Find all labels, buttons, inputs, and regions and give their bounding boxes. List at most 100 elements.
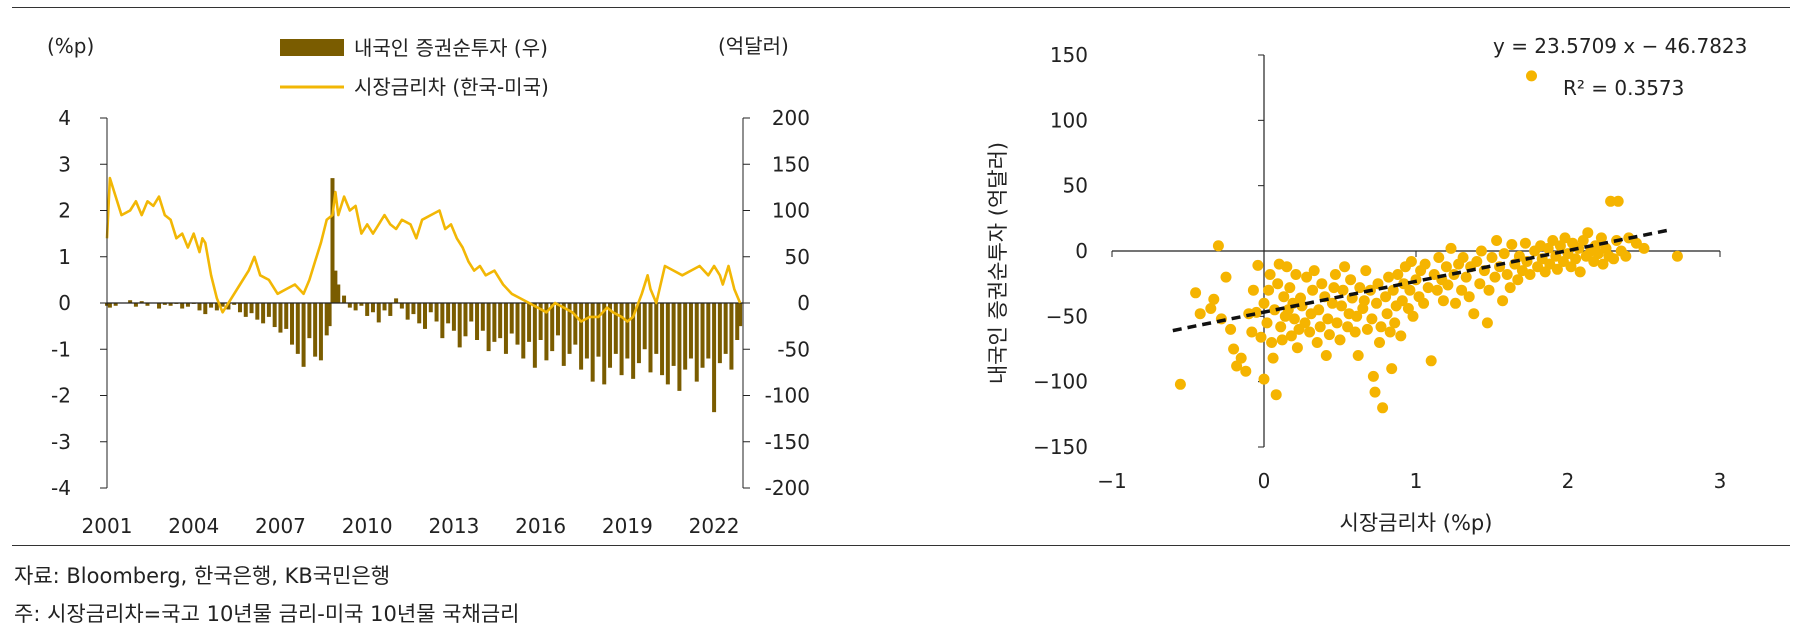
scatter-point-78	[1361, 323, 1373, 335]
scatter-point-90	[1383, 271, 1395, 283]
scatter-point-1	[1190, 287, 1202, 299]
bar-37	[318, 303, 323, 361]
bar-85	[584, 303, 589, 359]
scatter-point-26	[1269, 304, 1281, 316]
figure-canvas: 43210-1-2-3-4200150100500-50-100-150-200…	[47, 34, 1747, 538]
bar-67	[480, 303, 485, 331]
left-y-tick-7: -3	[51, 430, 71, 454]
bar-76	[532, 303, 537, 368]
source-note: 자료: Bloomberg, 한국은행, KB국민은행	[14, 564, 391, 588]
scatter-y-tick-2: 50	[1063, 174, 1088, 198]
bar-47	[365, 303, 370, 316]
scatter-point-5	[1212, 240, 1224, 252]
scatter-point-32	[1278, 291, 1290, 303]
scatter-point-28	[1272, 278, 1284, 290]
bar-98	[660, 303, 665, 376]
bar-26	[255, 303, 260, 320]
scatter-point-93	[1387, 284, 1399, 296]
left-y-tick-5: -1	[51, 337, 71, 361]
scatter-y-tick-5: −100	[1033, 370, 1088, 394]
scatter-point-7	[1220, 271, 1232, 283]
scatter-y-tick-4: −50	[1046, 304, 1088, 328]
bar-64	[463, 303, 468, 337]
bar-78	[544, 303, 549, 361]
scatter-point-14	[1246, 326, 1258, 338]
bar-70	[498, 303, 503, 339]
left-unit-label: (%p)	[47, 34, 94, 58]
scatter-point-126	[1463, 291, 1475, 303]
scatter-point-87	[1377, 402, 1389, 414]
scatter-point-129	[1471, 256, 1483, 267]
scatter-point-12	[1240, 365, 1252, 377]
right-unit-label: (억달러)	[718, 34, 789, 58]
bar-27	[261, 303, 266, 324]
scatter-point-137	[1491, 235, 1503, 246]
bar-111	[735, 303, 740, 340]
bar-16	[197, 303, 202, 311]
scatter-point-60	[1328, 282, 1340, 294]
scatter-point-119	[1445, 242, 1457, 254]
scatter-point-49	[1307, 284, 1319, 296]
scatter-point-25	[1267, 352, 1279, 364]
bar-19	[214, 303, 219, 311]
scatter-point-185	[1612, 195, 1624, 207]
bar-2	[113, 303, 118, 306]
scatter-point-74	[1354, 282, 1366, 294]
scatter-point-0	[1174, 378, 1186, 390]
scatter-x-label: 시장금리차 (%p)	[1340, 511, 1493, 535]
bar-102	[683, 303, 688, 370]
left-chart: 4 3 2 1 0 -1 -2 -3 -4 200 150 100 50 0 -50 -100 -150 -200…	[47, 34, 810, 538]
bar-5	[133, 303, 138, 307]
top-rule	[12, 7, 1790, 8]
scatter-x-tick-4: 3	[1714, 469, 1727, 493]
bar-52	[394, 298, 399, 303]
bar-11	[168, 303, 173, 306]
bar-20	[220, 303, 225, 307]
bar-86	[590, 303, 595, 382]
scatter-point-187	[1620, 250, 1632, 262]
bar-53	[399, 303, 404, 309]
bar-42	[336, 284, 341, 303]
scatter-point-108	[1418, 297, 1430, 309]
bar-65	[469, 303, 474, 322]
x-tick-3: 2010	[342, 514, 393, 538]
bar-33	[295, 303, 300, 354]
bar-32	[290, 303, 295, 345]
scatter-point-11	[1235, 352, 1247, 364]
scatter-point-161	[1551, 263, 1563, 275]
x-tick-7: 2022	[689, 514, 740, 538]
scatter-point-118	[1442, 279, 1454, 291]
bar-92	[625, 303, 630, 359]
scatter-point-123	[1456, 284, 1468, 296]
x-tick-6: 2019	[602, 514, 653, 538]
scatter-point-170	[1574, 266, 1586, 278]
scatter-point-142	[1504, 282, 1516, 294]
bar-10	[162, 303, 167, 305]
bar-28	[266, 303, 271, 317]
right-y-tick-5: -50	[777, 337, 810, 361]
scatter-point-2	[1194, 308, 1206, 320]
scatter-point-133	[1481, 317, 1493, 329]
bar-43	[342, 295, 347, 303]
scatter-point-41	[1291, 342, 1303, 354]
bar-61	[446, 303, 451, 324]
scatter-point-19	[1258, 297, 1270, 309]
bar-90	[613, 303, 618, 354]
bar-100	[671, 303, 676, 366]
bar-39	[327, 303, 332, 327]
scatter-point-124	[1457, 252, 1469, 263]
bar-22	[232, 303, 237, 305]
bar-58	[428, 303, 433, 313]
bar-83	[573, 303, 578, 345]
scatter-y-tick-1: 100	[1050, 108, 1088, 132]
right-y-tick-1: 150	[772, 152, 810, 176]
bar-25	[249, 303, 254, 314]
bar-60	[440, 303, 445, 339]
scatter-point-83	[1371, 297, 1382, 309]
left-y-tick-2: 2	[58, 199, 71, 223]
right-y-tick-6: -100	[765, 384, 810, 408]
scatter-point-63	[1334, 334, 1346, 346]
right-y-tick-2: 100	[772, 199, 810, 223]
scatter-point-82	[1369, 386, 1381, 398]
bar-94	[636, 303, 641, 364]
